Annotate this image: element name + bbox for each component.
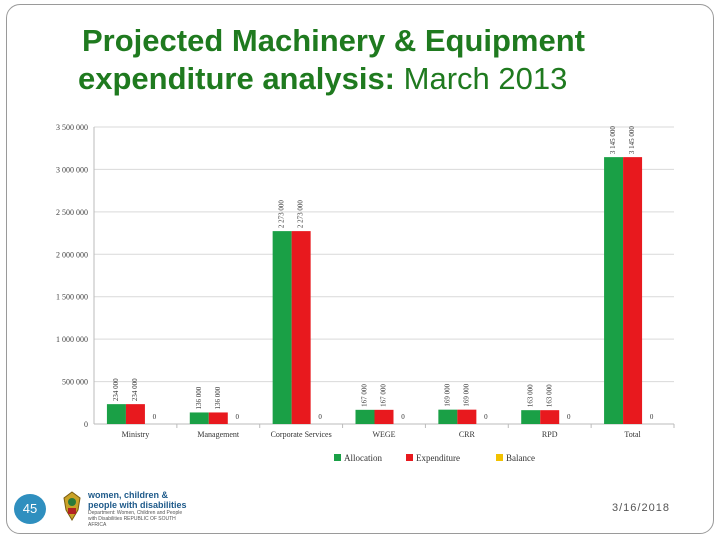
x-category-label: Management [197, 430, 240, 439]
bar-allocation [189, 412, 209, 424]
bar-expenditure [374, 409, 394, 424]
legend-swatch-allocation [334, 454, 341, 461]
bar-allocation [272, 231, 292, 424]
data-label: 136 000 [214, 386, 222, 409]
data-label: 167 000 [380, 384, 388, 407]
slide-title: Projected Machinery & Equipment expendit… [78, 22, 698, 98]
bar-expenditure [623, 157, 643, 425]
y-tick-label: 2 500 000 [56, 208, 88, 217]
data-label: 169 000 [462, 383, 470, 406]
bar-allocation [355, 409, 375, 424]
data-label: 0 [567, 413, 571, 421]
y-tick-label: 3 500 000 [56, 123, 88, 132]
x-category-label: Total [624, 430, 641, 439]
x-category-label: RPD [542, 430, 558, 439]
bar-expenditure [291, 231, 311, 424]
bar-allocation [604, 157, 624, 425]
data-label: 167 000 [361, 384, 369, 407]
data-label: 0 [153, 413, 157, 421]
legend-label-allocation: Allocation [344, 453, 382, 463]
y-tick-label: 0 [84, 420, 88, 429]
y-tick-label: 1 000 000 [56, 335, 88, 344]
bar-chart: 0 500 000 1 000 000 1 500 000 2 000 000 2 500… [56, 123, 675, 463]
y-tick-label: 1 500 000 [56, 293, 88, 302]
title-line-2-bold: expenditure analysis: [78, 61, 396, 96]
legend-swatch-balance [496, 454, 503, 461]
x-category-label: WEGE [372, 430, 395, 439]
legend-label-balance: Balance [506, 453, 535, 463]
data-label: 163 000 [526, 384, 534, 407]
logo-text-sub: Department: Women, Children and People w… [88, 510, 183, 528]
bar-allocation [438, 409, 458, 424]
bar-expenditure [125, 404, 145, 424]
data-label: 2 273 000 [278, 200, 286, 229]
title-line-2-rest: March 2013 [395, 61, 568, 96]
data-label: 3 145 000 [628, 126, 636, 155]
data-label: 169 000 [443, 383, 451, 406]
data-label: 234 000 [112, 378, 120, 401]
bar-allocation [106, 404, 126, 424]
data-label: 0 [484, 413, 488, 421]
x-category-label: Corporate Services [271, 430, 332, 439]
data-label: 0 [650, 413, 654, 421]
data-label: 3 145 000 [609, 126, 617, 155]
page-number: 45 [14, 494, 46, 524]
legend-label-expenditure: Expenditure [416, 453, 460, 463]
data-label: 0 [318, 413, 322, 421]
bar-expenditure [208, 412, 228, 424]
bar-expenditure [457, 409, 477, 424]
y-tick-label: 2 000 000 [56, 250, 88, 259]
slide-date: 3/16/2018 [612, 502, 670, 514]
bar-allocation [521, 410, 541, 424]
x-category-label: Ministry [122, 430, 150, 439]
data-label: 136 000 [195, 386, 203, 409]
x-category-label: CRR [459, 430, 476, 439]
title-line-1: Projected Machinery & Equipment [82, 23, 585, 58]
bar-expenditure [540, 410, 560, 424]
legend-swatch-expenditure [406, 454, 413, 461]
data-label: 2 273 000 [297, 200, 305, 229]
data-label: 0 [236, 413, 240, 421]
data-label: 163 000 [545, 384, 553, 407]
y-tick-label: 3 000 000 [56, 165, 88, 174]
y-tick-label: 500 000 [62, 378, 88, 387]
data-label: 234 000 [131, 378, 139, 401]
slide-frame [6, 4, 714, 534]
department-logo: women, children & people with disabiliti… [58, 490, 187, 528]
coat-of-arms-icon [63, 491, 81, 521]
logo-text-main: women, children & people with disabiliti… [88, 490, 187, 510]
data-label: 0 [401, 413, 405, 421]
